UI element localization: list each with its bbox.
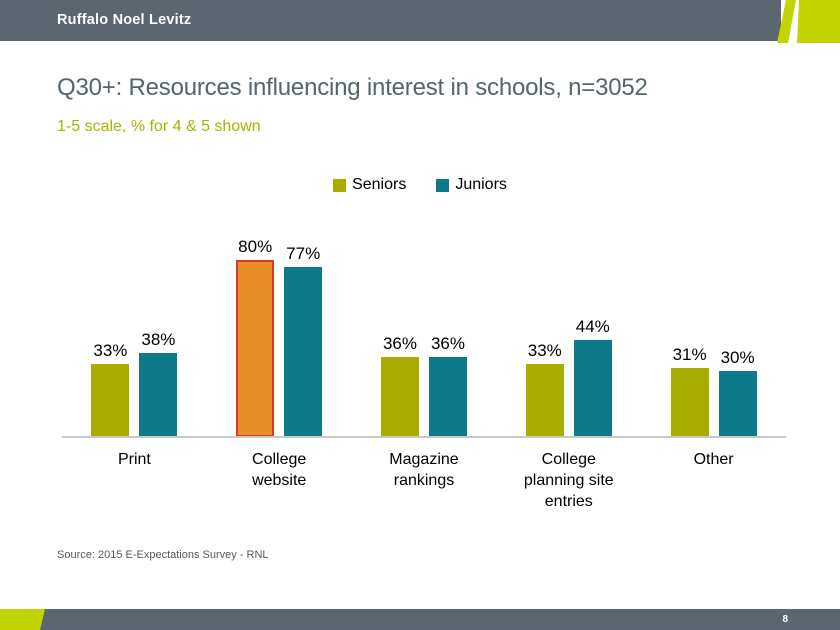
source-note: Source: 2015 E-Expectations Survey - RNL (57, 549, 269, 561)
brand-text: Ruffalo Noel Levitz (57, 12, 192, 28)
bar-seniors (525, 364, 564, 437)
category-label: Magazine rankings (389, 451, 459, 489)
bar-wrap: 30% (718, 348, 757, 437)
value-label: 36% (430, 334, 465, 353)
bar-group: 33% 44% (496, 237, 641, 437)
x-axis-line (62, 436, 786, 438)
value-label: 33% (527, 341, 562, 360)
bar-wrap: 80% (236, 237, 275, 437)
value-label: 77% (286, 244, 321, 263)
bar-wrap: 36% (380, 334, 419, 437)
bar-seniors-highlighted (236, 260, 275, 437)
bar-group: 33% 38% (62, 237, 207, 437)
bar-group: 36% 36% (352, 237, 497, 437)
category-label: Print (117, 451, 151, 468)
bar-juniors (139, 353, 178, 437)
value-label: 33% (93, 341, 128, 360)
value-label: 44% (575, 317, 610, 336)
legend-swatch-icon (333, 178, 347, 192)
value-label: 38% (141, 330, 176, 349)
category-axis: Print College website Magazine rankings Col… (62, 449, 786, 512)
bar-seniors (380, 357, 419, 437)
footer-accent-icon (0, 609, 45, 630)
bar-group: 31% 30% (641, 237, 786, 437)
bar-wrap: 33% (91, 341, 130, 437)
legend-item-juniors: Juniors (436, 176, 507, 194)
page-number: 8 (782, 614, 788, 625)
bar-wrap: 38% (139, 330, 178, 437)
value-label: 31% (672, 345, 707, 364)
legend-item-seniors: Seniors (333, 176, 406, 194)
category-label: College website (252, 451, 307, 489)
footer-bar: 8 (0, 609, 840, 630)
rnl-logo-icon (777, 0, 840, 43)
bar-wrap: 36% (428, 334, 467, 437)
value-label: 80% (238, 237, 273, 256)
category-label: Other (693, 451, 734, 468)
plot-area: 33% 38% 80% 77% 36% 36% 33% 44% 31% 30% (62, 237, 786, 437)
page-title: Q30+: Resources influencing interest in … (57, 74, 648, 101)
bar-group: 80% 77% (207, 237, 352, 437)
chart-legend: Seniors Juniors (0, 176, 840, 194)
bar-wrap: 31% (670, 345, 709, 437)
category-label: College planning site entries (523, 451, 614, 510)
bar-seniors (91, 364, 130, 437)
bar-juniors (428, 357, 467, 437)
value-label: 30% (720, 348, 755, 367)
header-bar (0, 0, 781, 41)
page-subtitle: 1-5 scale, % for 4 & 5 shown (57, 118, 261, 135)
bar-juniors (718, 371, 757, 437)
bar-juniors (284, 267, 323, 437)
bar-wrap: 44% (573, 317, 612, 437)
bar-juniors (573, 340, 612, 437)
bar-seniors (670, 368, 709, 437)
bar-wrap: 33% (525, 341, 564, 437)
bar-wrap: 77% (284, 244, 323, 437)
value-label: 36% (382, 334, 417, 353)
legend-label: Juniors (455, 176, 507, 193)
legend-swatch-icon (436, 178, 450, 192)
legend-label: Seniors (352, 176, 407, 193)
